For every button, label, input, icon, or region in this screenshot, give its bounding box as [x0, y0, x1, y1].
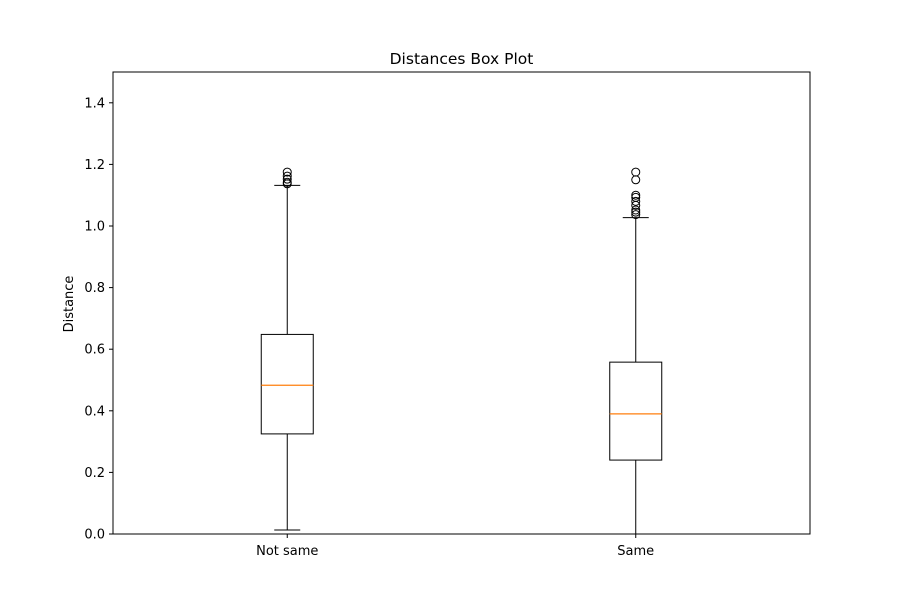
outlier-point: [631, 210, 641, 220]
iqr-box: [609, 361, 663, 461]
outlier-point: [282, 167, 292, 177]
outlier-point: [631, 167, 641, 177]
outlier-point: [631, 207, 641, 217]
plot-frame: [112, 71, 811, 535]
y-tick-label: 0.0: [84, 528, 105, 543]
outlier-point: [631, 196, 641, 206]
y-tick-label: 1.0: [84, 220, 105, 235]
plot-area: 0.0 0.2 0.4 0.6 0.8 1.0 1.2 1.4 Not same Same: [84, 96, 663, 559]
outlier-point: [282, 174, 292, 184]
y-axis-label: Distance: [62, 276, 77, 333]
outlier-point: [631, 190, 641, 200]
y-tick-label: 1.2: [84, 158, 105, 173]
y-tick-label: 0.8: [84, 281, 105, 296]
y-tick-label: 0.2: [84, 466, 105, 481]
outlier-point: [631, 175, 641, 185]
y-tick-label: 0.4: [84, 404, 105, 419]
y-tick-label: 1.4: [84, 96, 105, 111]
y-tick-label: 0.6: [84, 343, 105, 358]
chart-title: Distances Box Plot: [390, 50, 534, 68]
iqr-box: [260, 333, 314, 435]
x-tick-label: Not same: [256, 544, 318, 559]
x-tick-label: Same: [617, 544, 654, 559]
outlier-point: [631, 205, 641, 215]
outlier-point: [631, 192, 641, 202]
outlier-point: [282, 177, 292, 187]
outlier-point: [282, 171, 292, 181]
